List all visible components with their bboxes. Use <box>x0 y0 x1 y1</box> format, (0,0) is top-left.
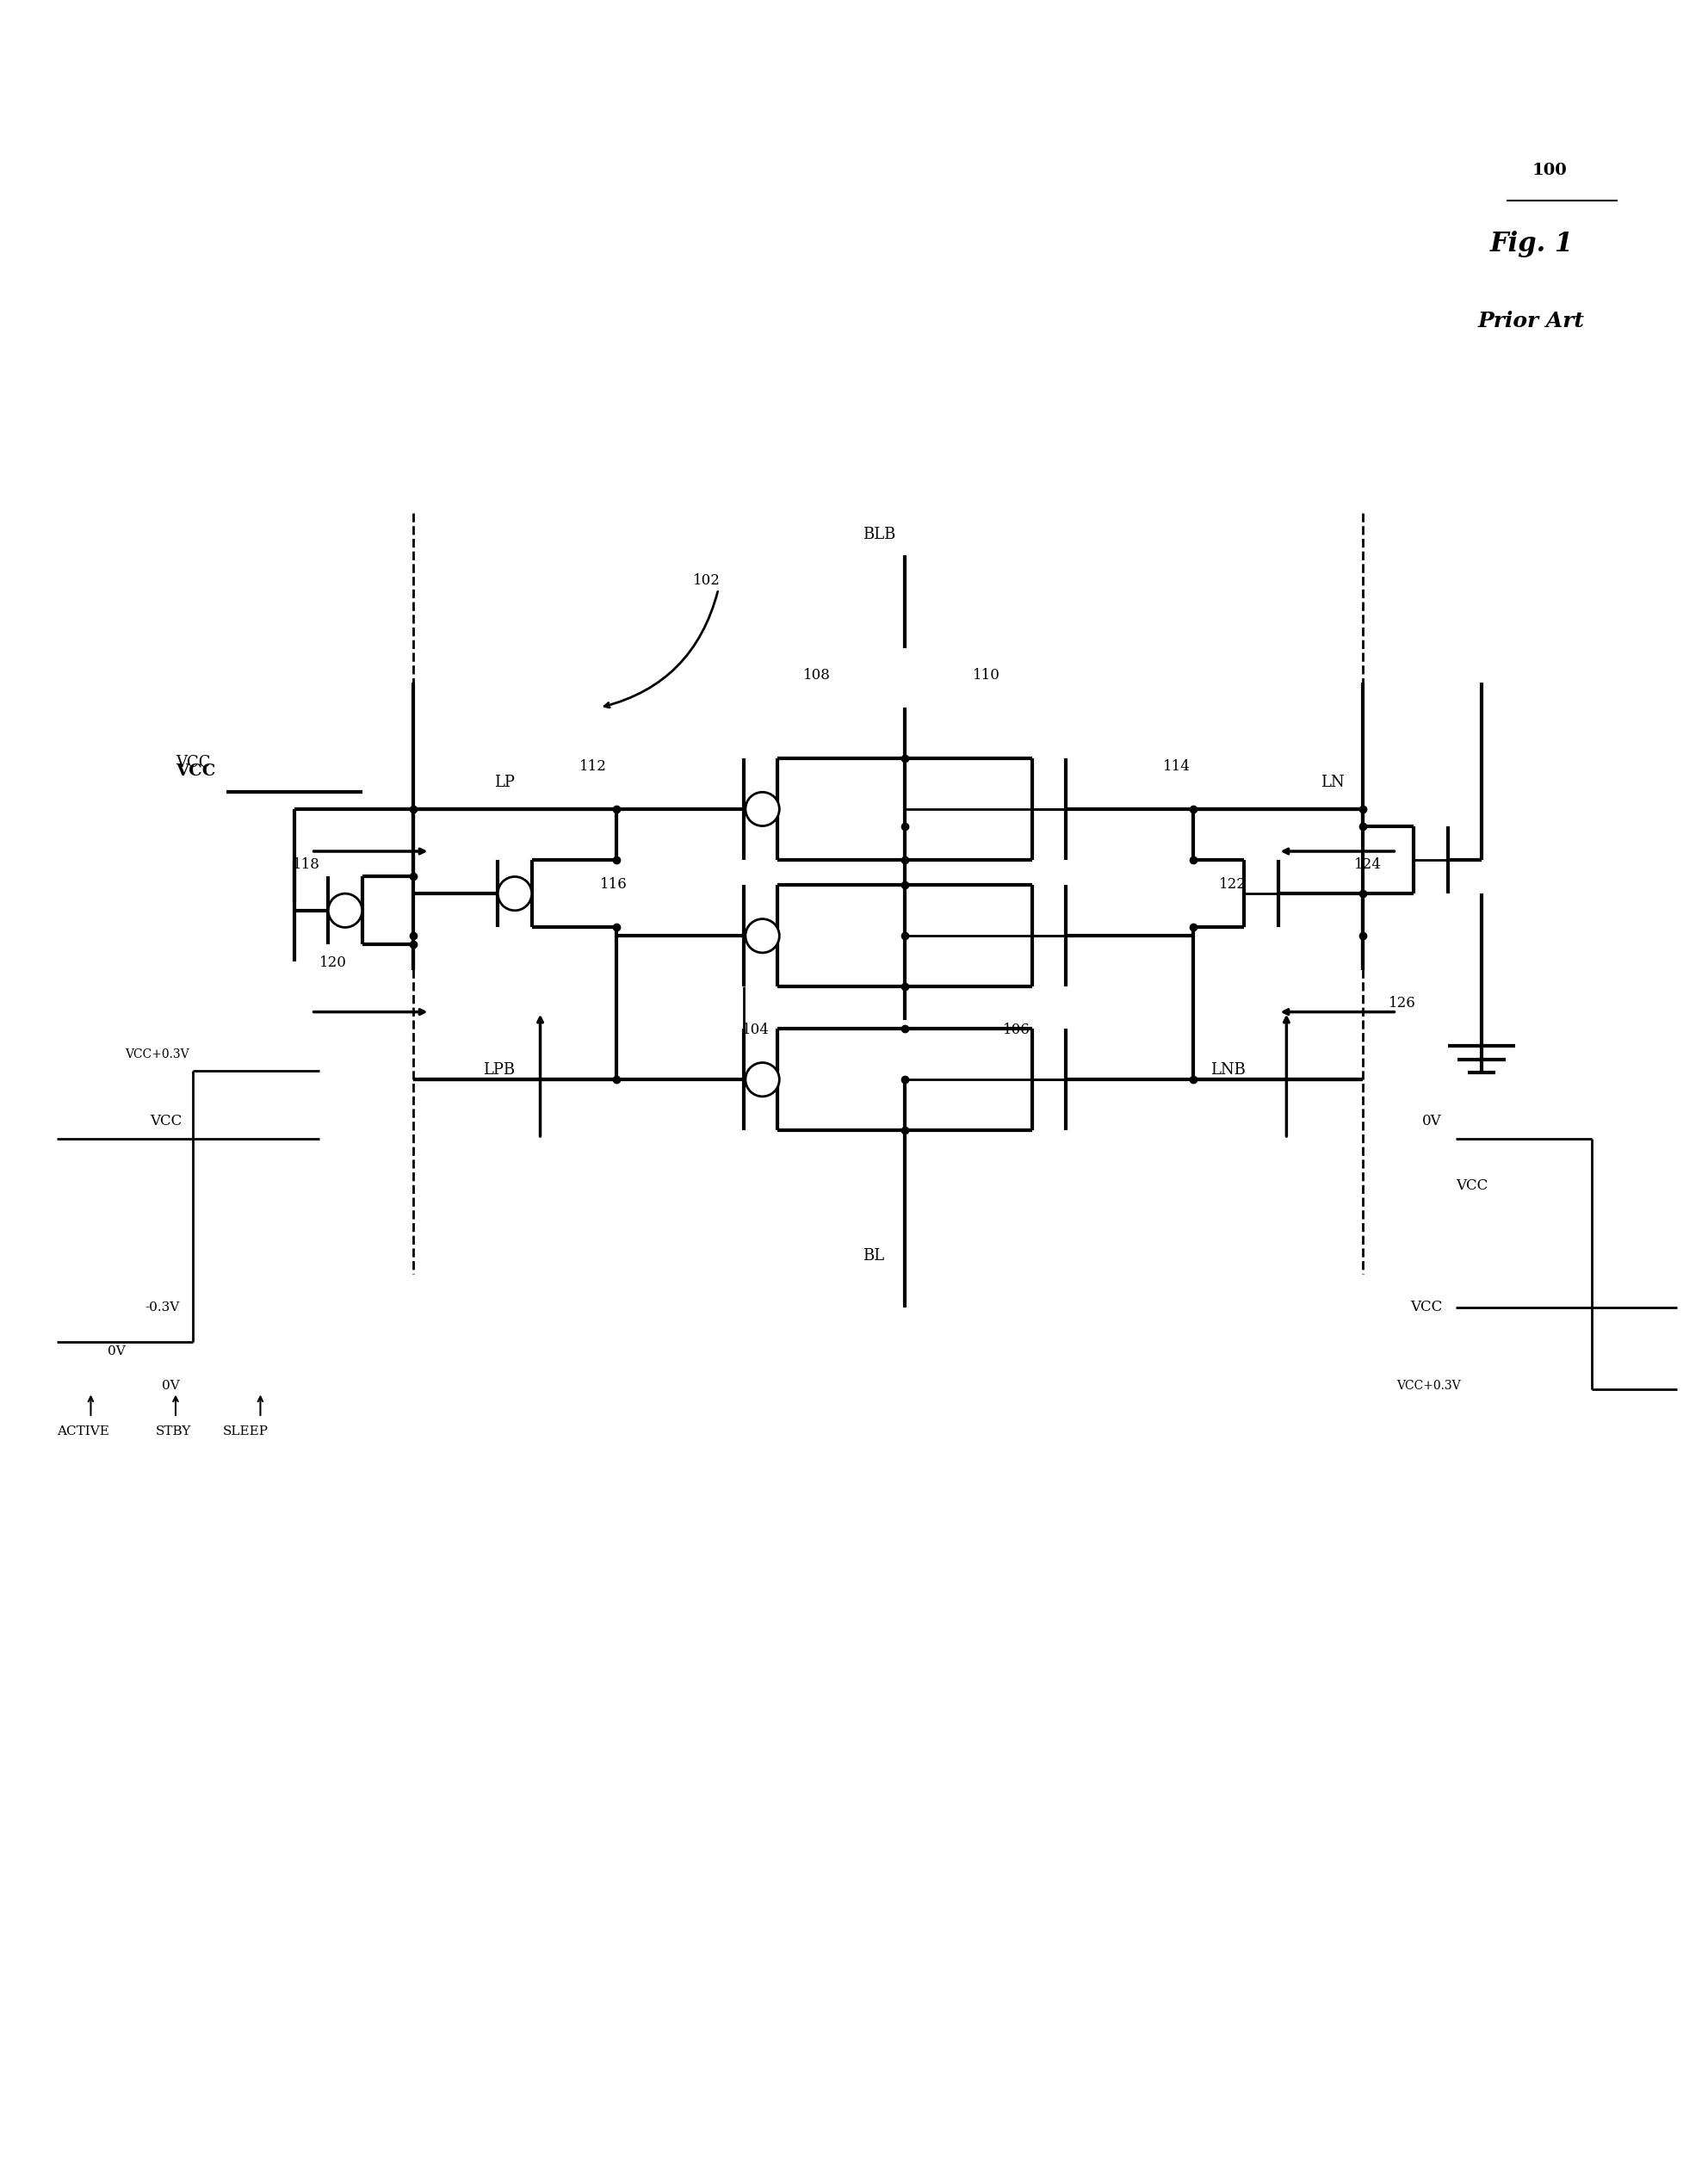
Text: 112: 112 <box>579 759 606 775</box>
Circle shape <box>745 918 779 953</box>
Text: SLEEP: SLEEP <box>224 1425 268 1436</box>
Text: VCC: VCC <box>1457 1177 1488 1192</box>
Text: VCC: VCC <box>176 755 210 770</box>
Text: 124: 124 <box>1354 857 1382 873</box>
Text: BLB: BLB <box>863 527 895 542</box>
Circle shape <box>745 792 779 827</box>
Text: 0V: 0V <box>108 1345 126 1358</box>
Text: Prior Art: Prior Art <box>1477 311 1585 331</box>
Text: VCC+0.3V: VCC+0.3V <box>1397 1380 1460 1390</box>
Text: -0.3V: -0.3V <box>145 1301 179 1314</box>
Text: BL: BL <box>863 1249 885 1264</box>
Text: 106: 106 <box>1003 1023 1030 1038</box>
Text: VCC+0.3V: VCC+0.3V <box>125 1049 190 1060</box>
Text: STBY: STBY <box>155 1425 191 1436</box>
Text: 100: 100 <box>1532 163 1568 178</box>
Circle shape <box>745 1062 779 1097</box>
Text: 122: 122 <box>1218 877 1247 892</box>
Text: 110: 110 <box>974 668 1001 683</box>
Circle shape <box>497 877 531 910</box>
Text: 102: 102 <box>693 572 721 588</box>
Text: 114: 114 <box>1163 759 1190 775</box>
Text: VCC: VCC <box>1411 1299 1442 1314</box>
Text: VCC: VCC <box>150 1114 183 1129</box>
Text: 116: 116 <box>600 877 627 892</box>
Text: 118: 118 <box>292 857 319 873</box>
Text: 108: 108 <box>803 668 830 683</box>
Text: LN: LN <box>1320 775 1344 790</box>
Text: 104: 104 <box>741 1023 769 1038</box>
Circle shape <box>328 894 362 927</box>
Text: ACTIVE: ACTIVE <box>56 1425 109 1436</box>
Text: LNB: LNB <box>1211 1062 1245 1077</box>
Text: 0V: 0V <box>162 1380 179 1390</box>
Text: 126: 126 <box>1389 997 1416 1010</box>
Text: Fig. 1: Fig. 1 <box>1489 231 1573 257</box>
Text: 0V: 0V <box>1423 1114 1442 1129</box>
Text: 120: 120 <box>319 955 347 970</box>
Text: VCC: VCC <box>176 764 215 779</box>
Text: LP: LP <box>494 775 514 790</box>
Text: LPB: LPB <box>483 1062 514 1077</box>
